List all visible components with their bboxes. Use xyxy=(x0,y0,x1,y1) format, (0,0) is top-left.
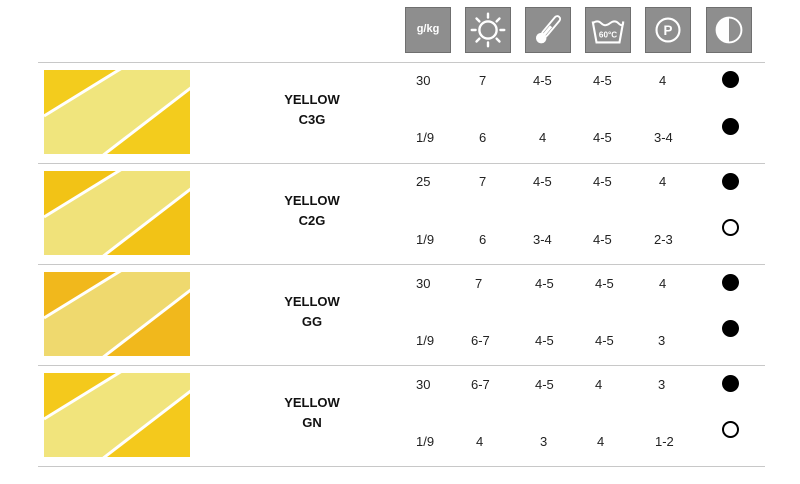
wash-fastness-value: 4-5 xyxy=(593,130,612,145)
light-fastness-value: 7 xyxy=(479,174,487,189)
dry-cleaning-value: 4 xyxy=(659,174,667,189)
dry-cleaning-value: 3-4 xyxy=(654,130,673,145)
dye-name-line1: YELLOW xyxy=(284,294,340,309)
dye-name-line2: C2G xyxy=(298,213,326,228)
dry-cleaning-value: 4 xyxy=(659,276,667,291)
wash-fastness-value: 4-5 xyxy=(595,333,614,348)
dry-cleaning-value: 3 xyxy=(658,333,666,348)
dosage-value: 30 xyxy=(416,377,431,392)
dry-cleaning-value: 3 xyxy=(658,377,666,392)
dosage-icon: g/kg xyxy=(405,7,451,53)
dosage-value: 1/9 xyxy=(416,333,435,348)
dye-name: YELLOW GN xyxy=(262,393,362,433)
dry-cleaning-p-icon: P xyxy=(645,7,691,53)
dosage-value: 1/9 xyxy=(416,130,435,145)
contrast-dot-filled xyxy=(722,71,739,88)
color-swatch-yellow-c3g xyxy=(44,70,190,154)
wash-60c-icon: 60°C xyxy=(585,7,631,53)
wash-fastness-value: 4-5 xyxy=(593,232,612,247)
contrast-dot-open xyxy=(722,421,739,438)
wash-fastness-value: 4-5 xyxy=(595,276,614,291)
heat-fastness-value: 4-5 xyxy=(533,73,552,88)
wash-temp-label: 60°C xyxy=(599,31,617,40)
dye-name-line1: YELLOW xyxy=(284,193,340,208)
color-swatch-yellow-gg xyxy=(44,272,190,356)
dosage-value: 1/9 xyxy=(416,232,435,247)
dosage-value: 30 xyxy=(416,73,431,88)
contrast-dot-filled xyxy=(722,274,739,291)
dye-name-line2: GN xyxy=(302,415,322,430)
dye-name-line1: YELLOW xyxy=(284,395,340,410)
heat-fastness-icon xyxy=(525,7,571,53)
heat-fastness-value: 4-5 xyxy=(535,377,554,392)
row-separator xyxy=(38,62,765,63)
row-separator xyxy=(38,365,765,366)
contrast-dot-open xyxy=(722,219,739,236)
light-fastness-value: 6-7 xyxy=(471,377,490,392)
dry-cleaning-value: 4 xyxy=(659,73,667,88)
dye-name-line2: C3G xyxy=(298,112,326,127)
color-swatch-yellow-c2g xyxy=(44,171,190,255)
dosage-label: g/kg xyxy=(416,23,440,35)
wash-fastness-value: 4-5 xyxy=(593,174,612,189)
contrast-dot-filled xyxy=(722,375,739,392)
heat-fastness-value: 3 xyxy=(540,434,548,449)
dosage-value: 1/9 xyxy=(416,434,435,449)
dosage-value: 30 xyxy=(416,276,431,291)
row-separator xyxy=(38,264,765,265)
dye-name: YELLOW GG xyxy=(262,292,362,332)
dry-clean-label: P xyxy=(664,23,673,38)
color-swatch-yellow-gn xyxy=(44,373,190,457)
light-fastness-value: 4 xyxy=(476,434,484,449)
contrast-dot-filled xyxy=(722,118,739,135)
row-separator xyxy=(38,163,765,164)
row-separator xyxy=(38,466,765,467)
light-fastness-value: 7 xyxy=(475,276,483,291)
contrast-dot-filled xyxy=(722,320,739,337)
heat-fastness-value: 4-5 xyxy=(535,333,554,348)
heat-fastness-value: 4 xyxy=(539,130,547,145)
wash-fastness-value: 4 xyxy=(595,377,603,392)
light-fastness-value: 7 xyxy=(479,73,487,88)
dye-name: YELLOW C2G xyxy=(262,191,362,231)
contrast-icon xyxy=(706,7,752,53)
wash-fastness-value: 4 xyxy=(597,434,605,449)
wash-fastness-value: 4-5 xyxy=(593,73,612,88)
heat-fastness-value: 4-5 xyxy=(535,276,554,291)
dye-name-line1: YELLOW xyxy=(284,92,340,107)
light-fastness-value: 6-7 xyxy=(471,333,490,348)
heat-fastness-value: 3-4 xyxy=(533,232,552,247)
light-fastness-icon xyxy=(465,7,511,53)
dye-name: YELLOW C3G xyxy=(262,90,362,130)
dry-cleaning-value: 1-2 xyxy=(655,434,674,449)
dye-name-line2: GG xyxy=(301,314,323,329)
light-fastness-value: 6 xyxy=(479,232,487,247)
dosage-value: 25 xyxy=(416,174,431,189)
contrast-dot-filled xyxy=(722,173,739,190)
heat-fastness-value: 4-5 xyxy=(533,174,552,189)
dry-cleaning-value: 2-3 xyxy=(654,232,673,247)
light-fastness-value: 6 xyxy=(479,130,487,145)
